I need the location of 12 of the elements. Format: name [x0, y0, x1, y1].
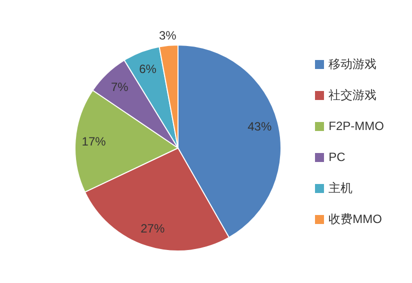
legend-label: F2P-MMO	[328, 118, 384, 135]
data-label: 3%	[159, 28, 177, 42]
data-label: 6%	[139, 62, 157, 76]
legend-label: PC	[328, 149, 346, 166]
legend-label: 收费MMO	[328, 211, 382, 228]
legend-label: 移动游戏	[328, 56, 377, 73]
legend-label: 主机	[328, 180, 353, 197]
data-label: 27%	[140, 222, 165, 236]
data-label: 7%	[110, 80, 129, 94]
legend-label: 社交游戏	[328, 87, 377, 104]
data-label: 43%	[248, 119, 272, 134]
data-label: 17%	[82, 134, 106, 149]
